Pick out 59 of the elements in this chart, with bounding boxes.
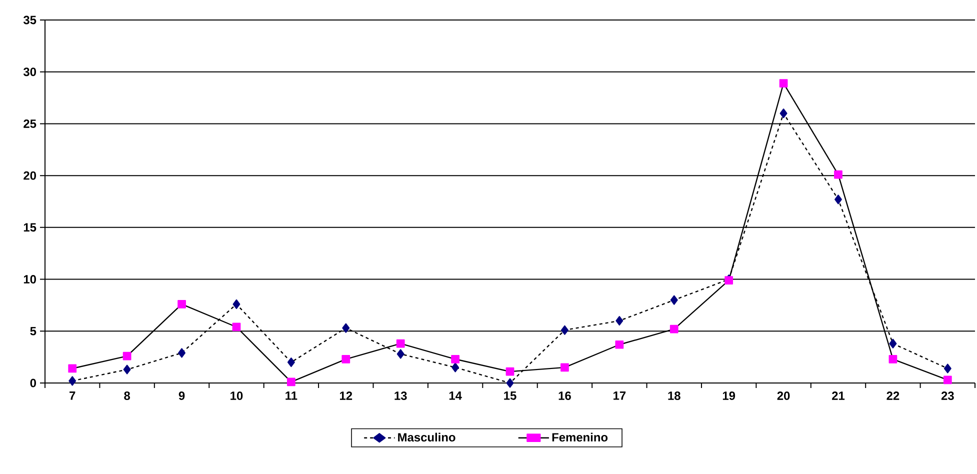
point: [889, 338, 897, 348]
x-tick-label: 8: [124, 392, 130, 400]
y-tick-label: 30: [23, 68, 36, 76]
legend-label: Masculino: [398, 432, 456, 442]
y-tick-label: 15: [24, 223, 36, 232]
point: [834, 170, 842, 179]
x-tick-label: 7: [70, 392, 76, 400]
point: [615, 340, 624, 349]
point: [68, 376, 76, 386]
legend-label: Femenino: [552, 432, 608, 442]
point: [670, 295, 678, 305]
x-tick-label: 18: [668, 392, 680, 400]
point: [232, 322, 241, 332]
point: [396, 339, 405, 348]
point: [943, 376, 952, 384]
point: [452, 362, 460, 372]
point: [888, 354, 898, 364]
point: [780, 108, 788, 118]
point: [178, 348, 186, 358]
x-tick-label: 13: [394, 392, 407, 400]
point: [287, 357, 295, 368]
y-tick-label: 5: [30, 326, 36, 336]
point: [560, 325, 568, 335]
point: [506, 378, 514, 388]
x-tick-label: 10: [230, 392, 243, 400]
point: [834, 194, 842, 204]
point: [560, 363, 569, 372]
y-tick-label: 10: [24, 275, 36, 284]
point: [779, 79, 788, 88]
point: [342, 323, 350, 333]
x-tick-label: 15: [504, 392, 516, 400]
x-tick-label: 17: [614, 392, 626, 400]
x-tick-label: 19: [722, 392, 736, 400]
point: [123, 364, 131, 374]
point: [670, 324, 678, 334]
x-tick-label: 16: [558, 392, 571, 400]
point: [396, 349, 404, 359]
y-tick-label: 25: [24, 119, 36, 128]
y-tick-label: 35: [23, 16, 36, 24]
point: [342, 354, 350, 364]
x-tick-label: 12: [340, 392, 352, 400]
y-tick-label: 20: [24, 171, 36, 180]
point: [451, 354, 460, 364]
x-tick-label: 11: [286, 392, 298, 400]
x-tick-label: 9: [178, 392, 185, 400]
x-tick-label: 20: [777, 392, 790, 400]
point: [286, 378, 296, 386]
x-tick-label: 21: [832, 392, 845, 400]
point: [122, 352, 132, 360]
point: [616, 316, 624, 326]
x-tick-label: 22: [886, 392, 900, 400]
x-tick-label: 14: [449, 392, 462, 400]
x-tick-label: 23: [941, 392, 954, 400]
point: [944, 364, 952, 374]
point: [506, 367, 514, 376]
y-tick-label: 0: [30, 378, 36, 388]
point: [68, 364, 77, 373]
point: [178, 300, 186, 308]
point: [232, 299, 240, 309]
